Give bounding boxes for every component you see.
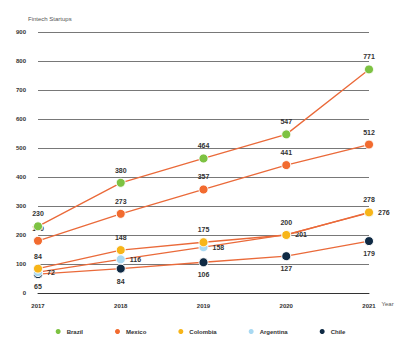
svg-text:2021: 2021 <box>362 303 376 309</box>
svg-text:148: 148 <box>115 234 127 241</box>
svg-text:100: 100 <box>16 261 27 267</box>
svg-text:278: 278 <box>363 196 375 203</box>
svg-text:201: 201 <box>295 231 307 239</box>
svg-text:600: 600 <box>16 116 27 122</box>
svg-text:116: 116 <box>130 256 141 263</box>
svg-text:0: 0 <box>23 290 27 296</box>
svg-text:771: 771 <box>363 53 375 60</box>
svg-text:2020: 2020 <box>280 303 294 309</box>
svg-text:200: 200 <box>280 219 292 226</box>
svg-text:230: 230 <box>32 210 44 217</box>
svg-text:72: 72 <box>47 269 55 276</box>
svg-text:Fintech Startups: Fintech Startups <box>28 16 72 22</box>
svg-text:84: 84 <box>117 278 125 285</box>
svg-text:Mexico: Mexico <box>126 329 147 335</box>
svg-text:65: 65 <box>34 283 42 290</box>
svg-text:276: 276 <box>378 209 390 216</box>
svg-text:464: 464 <box>198 142 210 149</box>
svg-text:441: 441 <box>280 149 292 156</box>
svg-text:179: 179 <box>363 250 375 257</box>
svg-text:2018: 2018 <box>114 303 128 309</box>
svg-text:357: 357 <box>198 173 210 180</box>
svg-text:158: 158 <box>213 244 225 251</box>
svg-text:175: 175 <box>198 226 210 233</box>
svg-text:2019: 2019 <box>197 303 211 309</box>
svg-text:200: 200 <box>16 232 27 238</box>
svg-text:400: 400 <box>16 174 27 180</box>
svg-text:Year: Year <box>382 301 394 307</box>
svg-text:Chile: Chile <box>331 329 346 335</box>
svg-text:380: 380 <box>115 167 127 174</box>
svg-text:Colombia: Colombia <box>189 329 217 335</box>
svg-text:273: 273 <box>115 198 127 205</box>
svg-text:547: 547 <box>280 118 292 125</box>
svg-text:Argentina: Argentina <box>260 329 289 335</box>
svg-text:800: 800 <box>16 58 27 64</box>
svg-text:300: 300 <box>16 203 27 209</box>
svg-text:900: 900 <box>16 29 27 35</box>
svg-text:500: 500 <box>16 145 27 151</box>
svg-text:127: 127 <box>280 265 292 272</box>
svg-text:2017: 2017 <box>31 303 45 309</box>
svg-text:106: 106 <box>198 271 210 278</box>
svg-text:512: 512 <box>363 129 375 136</box>
svg-text:84: 84 <box>34 253 42 260</box>
svg-text:700: 700 <box>16 87 27 93</box>
svg-text:Brazil: Brazil <box>67 329 84 335</box>
